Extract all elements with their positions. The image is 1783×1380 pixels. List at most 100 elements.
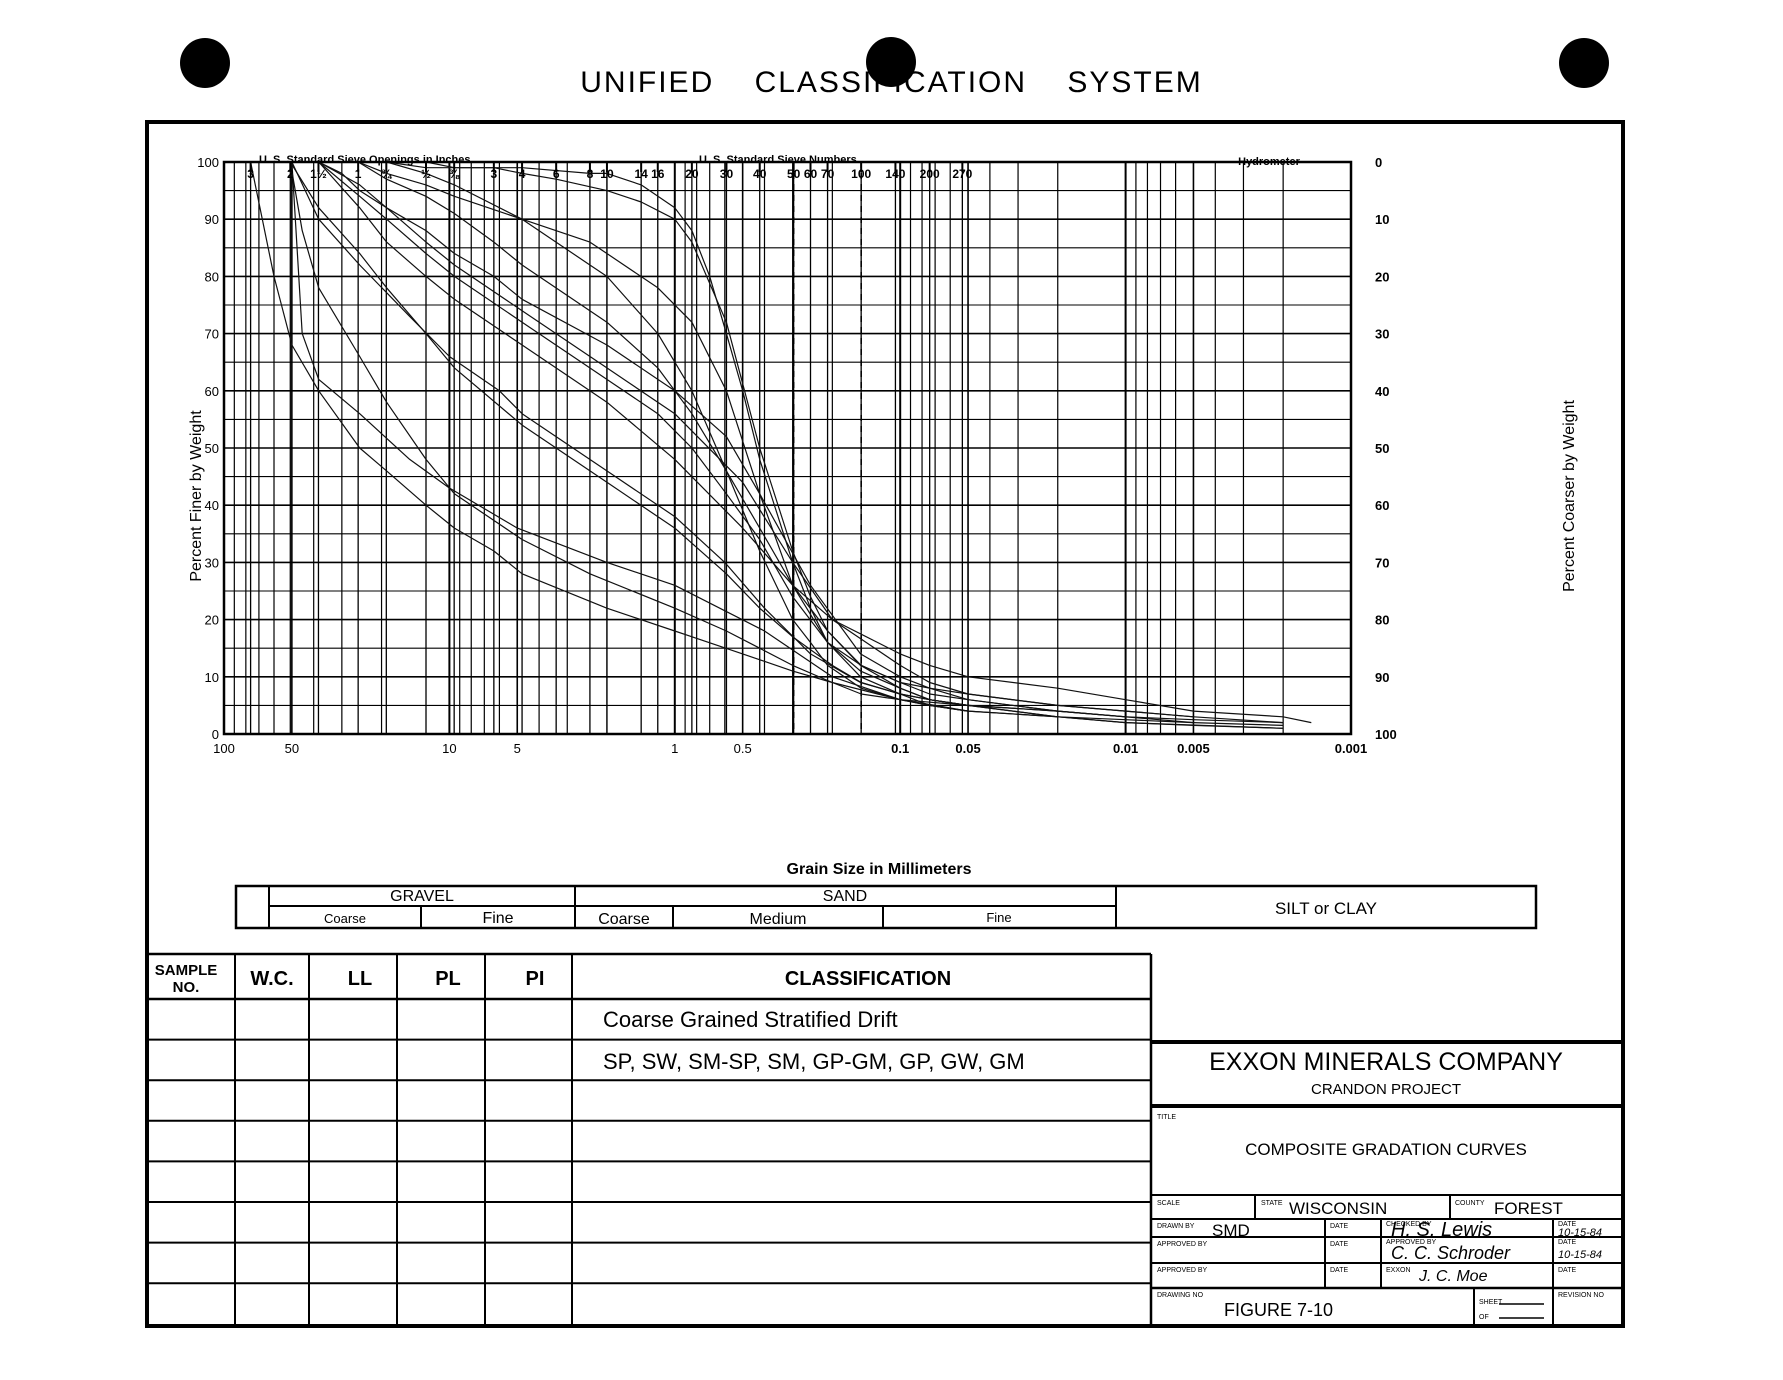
gradation-curve-13 <box>318 161 1194 718</box>
y-tick-left: 60 <box>205 384 219 399</box>
sieve-labels: 3 2 1½ 1 ¾ ½ ⅜ 3 4 6 8 10 14 16 20 30 40 50 60 70 100 140 200 2… <box>247 162 973 181</box>
sieve-label: 100 <box>851 167 871 181</box>
sieve-label: 1 <box>355 167 362 181</box>
checked-by-caption: CHECKED BY <box>1386 1221 1432 1228</box>
x-tick: 0.1 <box>891 741 909 756</box>
sieve-label: 16 <box>651 167 665 181</box>
county-caption: COUNTY <box>1455 1200 1485 1207</box>
sieve-label: 2 <box>287 167 294 181</box>
sample-table: SAMPLE NO. W.C. LL PL PI CLASSIFICATION … <box>149 952 1153 1324</box>
sieve-label: 4 <box>519 167 526 181</box>
sand-coarse-label: Coarse <box>598 911 650 928</box>
x-tick: 100 <box>213 741 235 756</box>
silt-clay-label: SILT or CLAY <box>1275 899 1377 918</box>
hdr-ll: LL <box>348 968 372 990</box>
chart-grid <box>224 161 1352 735</box>
sieve-label: 3 <box>491 167 498 181</box>
sand-fine-label: Fine <box>986 910 1011 925</box>
y-tick-right: 40 <box>1375 384 1389 399</box>
checked-date-caption: DATE <box>1558 1221 1576 1228</box>
y-tick-right: 30 <box>1375 327 1389 342</box>
sieve-label: 50 <box>787 167 801 181</box>
approved-by-signature: C. C. Schroder <box>1391 1243 1511 1263</box>
gradation-curve-3 <box>318 161 1284 724</box>
x-tick: 50 <box>285 741 299 756</box>
figure-number: FIGURE 7-10 <box>1224 1300 1333 1320</box>
checked-date-value: 10-15-84 <box>1558 1227 1602 1239</box>
y-axis-label-right: Percent Coarser by Weight <box>1561 400 1578 592</box>
drawn-by-caption: DRAWN BY <box>1157 1223 1195 1230</box>
sieve-label: 20 <box>685 167 699 181</box>
x-tick: 0.5 <box>734 741 752 756</box>
gradation-curve-12 <box>386 161 969 712</box>
x-tick: 1 <box>671 741 678 756</box>
y-tick-right: 80 <box>1375 613 1389 628</box>
sieve-label: 3 <box>247 167 254 181</box>
drawing-no-caption: DRAWING NO <box>1157 1292 1204 1299</box>
hdr-wc: W.C. <box>250 968 293 990</box>
classification-row-1: Coarse Grained Stratified Drift <box>603 1007 898 1032</box>
approved-date-caption: DATE <box>1330 1241 1348 1248</box>
sieve-label: 10 <box>600 167 614 181</box>
y-tick-left: 0 <box>212 727 219 742</box>
y-tick-right: 90 <box>1375 670 1389 685</box>
company-name: EXXON MINERALS COMPANY <box>1209 1048 1563 1076</box>
form-sheet: 0 100 10 90 20 80 30 70 40 60 50 50 60 40 70 30 80 20 90 10… <box>145 120 1625 1328</box>
y-axis-label-left: Percent Finer by Weight <box>188 410 205 582</box>
gradation-curve-10 <box>318 161 1312 724</box>
checked-by-signature: H. S. Lewis <box>1391 1219 1492 1241</box>
table-lines <box>149 954 1151 1324</box>
punch-hole-right <box>1559 38 1609 88</box>
x-tick: 5 <box>514 741 521 756</box>
y-tick-left: 30 <box>205 555 219 570</box>
drawing-title: COMPOSITE GRADATION CURVES <box>1245 1140 1527 1159</box>
x-tick: 0.001 <box>1335 741 1368 756</box>
title-caption: TITLE <box>1157 1114 1176 1121</box>
sheet-caption: SHEET <box>1479 1299 1503 1306</box>
y-tick-right: 100 <box>1375 727 1397 742</box>
sieve-label: 140 <box>885 167 905 181</box>
exxon-date-caption: DATE <box>1558 1267 1576 1274</box>
x-tick: 10 <box>442 741 456 756</box>
approved-by-caption: APPROVED BY <box>1157 1241 1208 1248</box>
y-tick-left: 90 <box>205 212 219 227</box>
sieve-label: ⅜ <box>449 167 460 181</box>
y-tick-right: 60 <box>1375 498 1389 513</box>
gradation-curve-9 <box>289 161 1284 726</box>
hdr-pi: PI <box>526 968 545 990</box>
sieve-label: 40 <box>753 167 767 181</box>
punch-hole-center <box>866 37 916 87</box>
state-value: WISCONSIN <box>1289 1199 1387 1218</box>
y-tick-left: 50 <box>205 441 219 456</box>
y-tick-left: 10 <box>205 670 219 685</box>
gradation-curve-2 <box>291 161 1284 729</box>
y-tick-right: 70 <box>1375 555 1389 570</box>
x-tick: 0.005 <box>1177 741 1210 756</box>
approved-date-value: 10-15-84 <box>1558 1249 1602 1261</box>
gradation-curve-8 <box>250 161 1284 724</box>
county-value: FOREST <box>1494 1199 1563 1218</box>
sieve-label: ½ <box>421 167 431 181</box>
sieve-label: ¾ <box>381 167 392 181</box>
gravel-coarse-label: Coarse <box>324 911 366 926</box>
sieve-numbers-label: U. S. Standard Sieve Numbers <box>699 154 857 166</box>
y-tick-left: 70 <box>205 327 219 342</box>
y-tick-right: 50 <box>1375 441 1389 456</box>
drawn-date-caption: DATE <box>1330 1223 1348 1230</box>
sand-medium-label: Medium <box>750 911 807 928</box>
sand-label: SAND <box>823 888 867 905</box>
of-caption: OF <box>1479 1314 1489 1321</box>
approved-date-caption-2: DATE <box>1558 1239 1576 1246</box>
title-block: EXXON MINERALS COMPANY CRANDON PROJECT T… <box>1151 1040 1621 1324</box>
gradation-curve-7 <box>425 161 969 712</box>
y-tick-left: 20 <box>205 613 219 628</box>
gradation-curve-14 <box>289 161 1058 712</box>
approved-by-caption-3: APPROVED BY <box>1157 1267 1208 1274</box>
project-name: CRANDON PROJECT <box>1311 1081 1461 1098</box>
hdr-sample-no-2: NO. <box>173 979 200 996</box>
scale-caption: SCALE <box>1157 1200 1180 1207</box>
exxon-caption: EXXON <box>1386 1267 1411 1274</box>
y-tick-right: 10 <box>1375 212 1389 227</box>
